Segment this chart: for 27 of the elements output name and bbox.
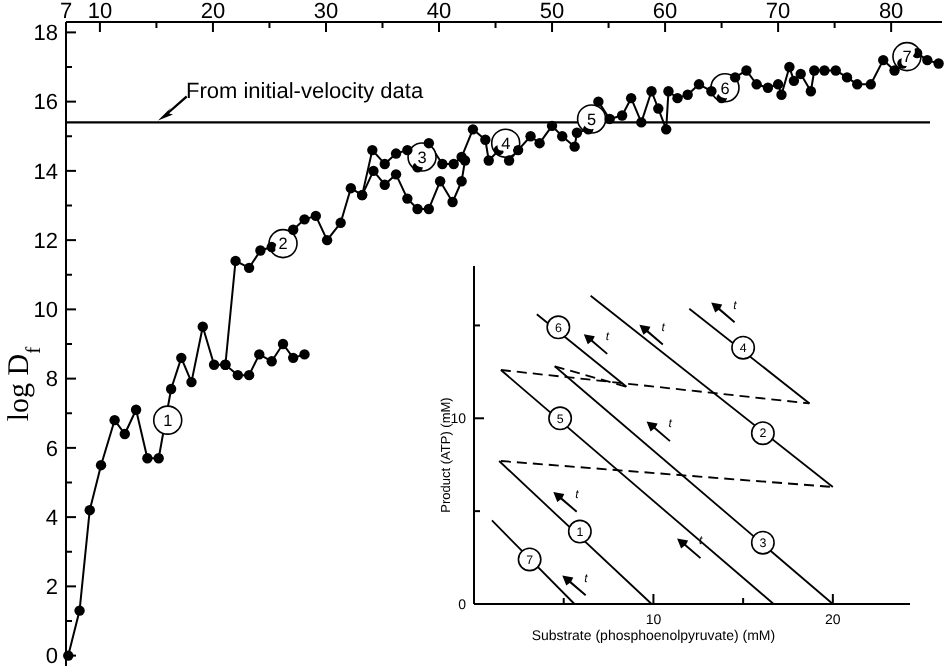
annotation: 1 xyxy=(163,411,174,430)
annotation: 7 xyxy=(902,48,913,67)
annotation: 4 xyxy=(501,134,512,153)
y-tick-label: 0 xyxy=(45,645,58,670)
x-tick-label: 80 xyxy=(878,0,904,24)
annotation: 6 xyxy=(720,79,731,98)
y-tick-label: 6 xyxy=(45,437,58,462)
annotation: 2 xyxy=(278,235,289,254)
ref-line-label: From initial-velocity data xyxy=(186,80,425,105)
annotation: 3 xyxy=(417,148,428,167)
annotation: 5 xyxy=(587,110,598,129)
y-tick-label: 4 xyxy=(45,506,58,531)
x-tick-label: 50 xyxy=(539,0,565,24)
y-tick-label: 12 xyxy=(33,229,58,254)
x-tick-label: 70 xyxy=(765,0,791,24)
y-tick-label: 10 xyxy=(33,299,58,324)
y-tick-label: 8 xyxy=(45,368,58,393)
x-tick-label: 60 xyxy=(652,0,678,24)
y-tick-label: 2 xyxy=(45,576,58,601)
y-tick-label: 16 xyxy=(33,91,58,116)
y-tick-label: 18 xyxy=(33,22,58,47)
y-tick-label: 14 xyxy=(33,160,58,185)
x-tick-label: 7 xyxy=(59,0,73,24)
x-tick-label: 30 xyxy=(313,0,339,24)
x-tick-label: 20 xyxy=(200,0,226,24)
x-tick-label: 40 xyxy=(426,0,452,24)
x-tick-label: 10 xyxy=(87,0,113,24)
